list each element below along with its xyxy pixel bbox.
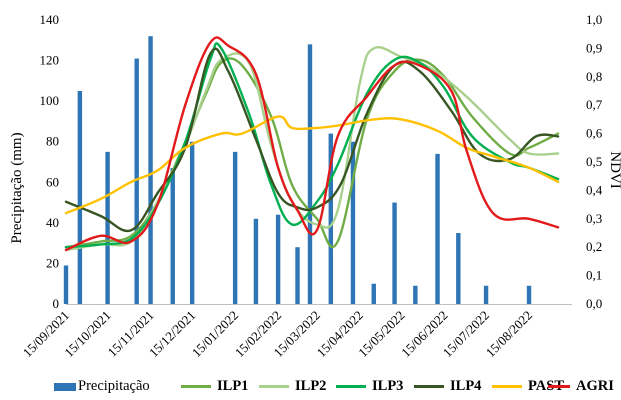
legend-item-ilp1: ILP1 xyxy=(181,378,248,395)
precipitation-bar xyxy=(392,202,397,304)
legend-item-ilp2: ILP2 xyxy=(259,378,326,395)
precipitation-bars xyxy=(63,36,532,304)
precipitation-bar xyxy=(105,151,110,304)
precipitation-bar xyxy=(63,265,69,304)
precipitation-bar xyxy=(456,233,461,304)
legend-swatch-ilp4 xyxy=(414,385,444,388)
y-left-tick-label: 0 xyxy=(53,296,60,311)
y-left-tick-label: 140 xyxy=(40,12,60,27)
x-tick-labels: 15/09/202115/10/202115/11/202115/12/2021… xyxy=(20,308,535,360)
legend-label-ilp1: ILP1 xyxy=(217,378,249,394)
precipitation-bar xyxy=(483,285,489,304)
legend-item-ilp4: ILP4 xyxy=(414,378,481,395)
series-line-ilp3 xyxy=(64,42,560,249)
y-right-tick-label: 0,8 xyxy=(586,69,602,84)
y-right-tick-label: 0,1 xyxy=(586,268,602,283)
legend-label-ilp2: ILP2 xyxy=(295,378,327,394)
precipitation-bar xyxy=(350,141,356,304)
y-right-tick-label: 0,7 xyxy=(586,97,603,112)
legend-swatch-precipitation xyxy=(54,382,76,391)
ndvi-lines xyxy=(64,36,560,252)
y-right-tick-label: 0,4 xyxy=(586,182,603,197)
precipitation-bar xyxy=(328,133,333,304)
legend-swatch-ilp3 xyxy=(336,385,366,388)
series-line-agri xyxy=(64,36,560,252)
y-right-tick-label: 1,0 xyxy=(586,12,602,27)
precipitation-bar xyxy=(170,168,175,304)
y-left-tick-label: 120 xyxy=(40,53,60,68)
precipitation-bar xyxy=(295,247,300,304)
y-left-tick-label: 60 xyxy=(46,174,59,189)
y-right-tick-label: 0,2 xyxy=(586,239,602,254)
legend-swatch-ilp2 xyxy=(259,385,289,388)
precipitation-bar xyxy=(307,44,313,304)
legend-item-agri: AGRI xyxy=(548,378,614,395)
series-line-past xyxy=(64,115,560,215)
precipitation-bar xyxy=(275,214,281,304)
y-right-tick-label: 0,9 xyxy=(586,40,602,55)
y-left-tick-label: 80 xyxy=(46,134,59,149)
y-right-tick-label: 0,0 xyxy=(586,296,602,311)
precipitation-bar xyxy=(413,285,418,304)
precipitation-bar xyxy=(371,283,376,304)
legend-label-past: PAST xyxy=(528,378,564,394)
precipitation-bar xyxy=(435,153,440,304)
chart-legend: Precipitação ILP1 ILP2 ILP3 ILP4 PAST AG… xyxy=(0,378,621,400)
legend-swatch-past xyxy=(492,385,522,388)
precipitation-bar xyxy=(77,91,83,304)
precipitation-bar xyxy=(148,36,153,304)
y-left-tick-label: 100 xyxy=(40,93,60,108)
x-tick-label: 15/08/2022 xyxy=(483,308,535,360)
legend-label-ilp3: ILP3 xyxy=(372,378,404,394)
precipitation-bar xyxy=(253,218,259,304)
legend-swatch-ilp1 xyxy=(181,385,211,388)
precipitation-bar xyxy=(526,285,532,304)
y-right-tick-labels: 0,0 0,1 0,2 0,3 0,4 0,5 0,6 0,7 0,8 0,9 1,0 xyxy=(586,12,603,311)
legend-item-precipitation: Precipitação xyxy=(54,378,150,395)
y-right-tick-label: 0,3 xyxy=(586,211,602,226)
legend-label-agri: AGRI xyxy=(576,378,614,394)
precipitation-bar xyxy=(232,151,238,304)
legend-label-ilp4: ILP4 xyxy=(450,378,482,394)
legend-label-precipitation: Precipitação xyxy=(78,378,150,394)
y-right-tick-label: 0,5 xyxy=(586,154,602,169)
y-left-axis-title: Precipitação (mm) xyxy=(9,132,25,243)
y-left-tick-label: 20 xyxy=(46,255,59,270)
legend-item-past: PAST xyxy=(492,378,564,395)
legend-item-ilp3: ILP3 xyxy=(336,378,403,395)
y-right-tick-label: 0,6 xyxy=(586,126,603,141)
y-left-tick-label: 40 xyxy=(46,215,59,230)
precipitation-bar xyxy=(189,141,195,304)
legend-swatch-agri xyxy=(548,385,570,388)
precipitation-bar xyxy=(134,58,139,304)
y-right-axis-title: NDVI xyxy=(607,151,621,189)
y-left-tick-labels: 0 20 40 60 80 100 120 140 xyxy=(40,12,60,311)
